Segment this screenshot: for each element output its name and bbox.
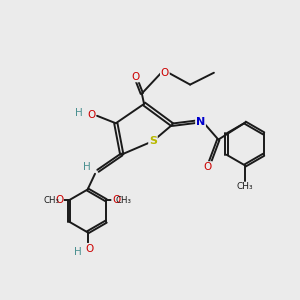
- Text: O: O: [85, 244, 93, 254]
- Text: H: H: [74, 247, 82, 257]
- Text: CH₃: CH₃: [44, 196, 60, 205]
- Text: CH₃: CH₃: [237, 182, 254, 191]
- Text: O: O: [161, 68, 169, 78]
- Text: N: N: [196, 117, 205, 127]
- Text: O: O: [112, 195, 120, 205]
- Text: H: H: [83, 162, 91, 172]
- Text: CH₃: CH₃: [116, 196, 131, 205]
- Text: O: O: [204, 162, 212, 172]
- Text: O: O: [87, 110, 95, 120]
- Text: S: S: [149, 136, 157, 146]
- Text: O: O: [131, 72, 139, 82]
- Text: O: O: [55, 195, 63, 205]
- Text: H: H: [75, 108, 83, 118]
